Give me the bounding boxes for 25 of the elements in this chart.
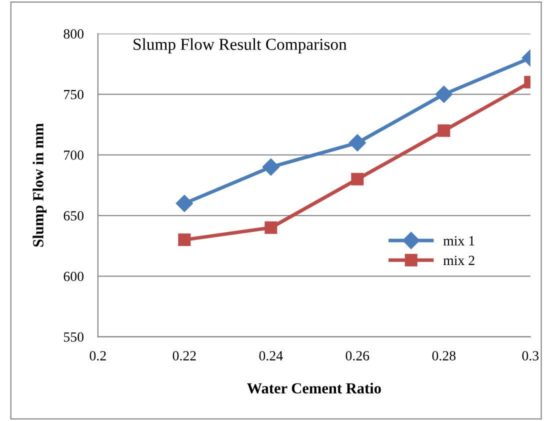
legend-label: mix 2	[443, 256, 474, 265]
y-tick-label: 650	[64, 211, 84, 221]
x-axis-title: Water Cement Ratio	[247, 382, 381, 394]
point	[176, 194, 193, 212]
point	[435, 86, 452, 103]
point	[351, 172, 364, 186]
y-tick-label: 700	[64, 150, 84, 160]
chart-title: Slump Flow Result Comparison	[134, 38, 347, 54]
x-tick-label: 0.3	[522, 351, 539, 361]
x-tick-label: 0.26	[346, 351, 370, 361]
y-tick-label: 550	[64, 332, 84, 342]
point	[178, 234, 191, 246]
point	[262, 158, 280, 176]
point	[348, 134, 366, 152]
x-tick-label: 0.2	[90, 351, 106, 361]
point	[264, 221, 278, 234]
x-tick-label: 0.24	[259, 351, 283, 361]
y-tick-label: 800	[64, 29, 84, 39]
y-tick-label: 600	[64, 272, 84, 282]
x-tick-label: 0.22	[172, 351, 196, 361]
y-tick-label: 750	[64, 90, 84, 100]
point	[438, 124, 450, 137]
x-tick-label: 0.28	[432, 351, 456, 361]
legend-label: mix 1	[443, 236, 474, 246]
y-axis-title: Slump Flow in mm	[32, 123, 47, 247]
